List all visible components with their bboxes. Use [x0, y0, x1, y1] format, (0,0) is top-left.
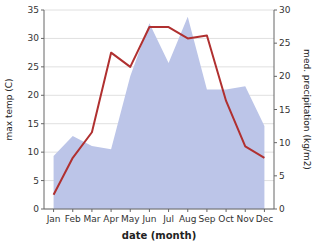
y-tick — [41, 95, 44, 96]
y2-tick-label: 5 — [279, 171, 285, 181]
y2-tick-label: 15 — [279, 105, 290, 115]
x-tick-label: Feb — [65, 214, 81, 224]
y2-tick — [274, 43, 277, 44]
y2-tick — [274, 175, 277, 176]
x-tick — [53, 209, 54, 212]
y2-tick — [274, 76, 277, 77]
x-tick — [130, 209, 131, 212]
x-tick-label: May — [121, 214, 140, 224]
y-tick-label: 25 — [28, 62, 39, 72]
y2-tick — [274, 142, 277, 143]
y2-tick — [274, 209, 277, 210]
line — [54, 27, 265, 195]
x-tick-label: Jul — [162, 214, 174, 224]
y-tick — [41, 180, 44, 181]
y-tick — [41, 10, 44, 11]
y-tick-label: 30 — [28, 33, 40, 43]
background — [0, 0, 318, 247]
y-tick-label: 0 — [33, 204, 39, 214]
y-tick — [41, 152, 44, 153]
y2-axis-label: med. precipitation (kg/m2) — [302, 49, 312, 170]
y2-tick-label: 20 — [279, 71, 291, 81]
x-tick — [245, 209, 246, 212]
y2-tick-label: 30 — [279, 5, 291, 15]
x-tick — [91, 209, 92, 212]
grid-line — [44, 10, 274, 11]
x-tick — [226, 209, 227, 212]
y2-tick-label: 0 — [279, 204, 285, 214]
x-tick — [72, 209, 73, 212]
chart: Jan FebMarAprMayJun Jul AugSepOctNovDec 0 5 10… — [0, 0, 318, 247]
y-tick-label: 5 — [33, 176, 39, 186]
x-tick — [111, 209, 112, 212]
x-tick — [264, 209, 265, 212]
grid-line — [44, 209, 274, 210]
y2-tick-label: 10 — [279, 138, 291, 148]
x-tick-label: Nov — [236, 214, 254, 224]
x-tick — [206, 209, 207, 212]
y2-tick — [274, 10, 277, 11]
y2-tick-label: 25 — [279, 38, 290, 48]
x-tick-label: Dec — [256, 214, 273, 224]
x-tick-label: Oct — [218, 214, 234, 224]
y-tick-label: 20 — [28, 90, 40, 100]
x-tick-label: Aug — [179, 214, 197, 224]
y-tick-label: 15 — [28, 119, 39, 129]
axes: Jan FebMarAprMayJun Jul AugSepOctNovDec 0 5 10… — [28, 5, 291, 224]
y-tick-label: 10 — [28, 147, 40, 157]
y-axis-label: max temp (C) — [4, 78, 14, 140]
series-group — [54, 17, 265, 209]
y-tick — [41, 66, 44, 67]
grid — [44, 10, 274, 209]
x-tick-label: Mar — [83, 214, 100, 224]
grid-line — [44, 38, 274, 39]
x-tick — [187, 209, 188, 212]
y-tick — [41, 209, 44, 210]
x-tick — [168, 209, 169, 212]
area — [54, 17, 265, 209]
x-tick-label: Apr — [103, 214, 119, 224]
x-tick-label: Jun — [141, 214, 156, 224]
y-tick — [41, 123, 44, 124]
x-tick-label: Sep — [198, 214, 215, 224]
x-tick — [149, 209, 150, 212]
x-axis-line — [44, 209, 274, 210]
y-tick — [41, 38, 44, 39]
y-axis-line — [44, 10, 45, 209]
x-axis-label: date (month) — [122, 230, 196, 241]
x-tick-label: Jan — [46, 214, 61, 224]
y2-tick — [274, 109, 277, 110]
y-tick-label: 35 — [28, 5, 39, 15]
